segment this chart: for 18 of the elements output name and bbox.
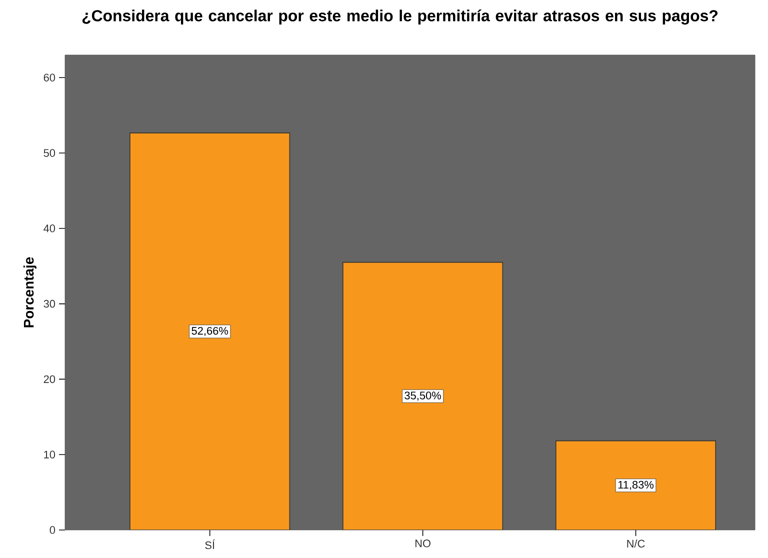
data-label: 52,66%	[192, 326, 228, 336]
chart-title: ¿Considera que cancelar por este medio le permitiría evitar atrasos en sus pagos?	[82, 10, 718, 25]
bar	[555, 440, 716, 530]
y-tick-label: 60	[44, 74, 56, 82]
y-tick-label: 10	[44, 450, 56, 458]
data-label: 11,83%	[618, 480, 654, 490]
bar	[342, 262, 504, 530]
x-tick-label: SÍ	[205, 540, 215, 550]
y-tick-label: 20	[44, 375, 56, 384]
x-tick-label: NO	[415, 540, 430, 548]
y-tick-label: 30	[44, 300, 56, 308]
y-tick-label: 50	[44, 149, 56, 157]
bar	[130, 132, 290, 530]
x-tick-label: N/C	[627, 540, 645, 548]
data-label: 35,50%	[404, 392, 441, 401]
y-tick-label: 40	[44, 224, 56, 232]
y-axis-title: Porcentaje	[23, 257, 36, 328]
y-tick-label: 0	[50, 526, 56, 534]
